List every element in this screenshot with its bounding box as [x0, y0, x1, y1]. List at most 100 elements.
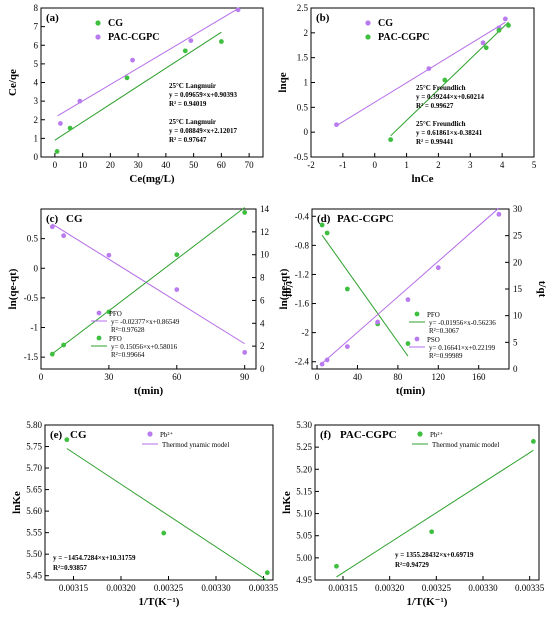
fit-annotation: y = −1454.7284×x+10.31759 [53, 554, 136, 562]
y-tick-label: -1.6 [295, 299, 310, 309]
x-tick-label: 0.00335 [515, 583, 545, 593]
data-point [483, 45, 489, 51]
x-tick-label: -2 [307, 160, 315, 170]
legend-label: PAC-CGPC [108, 32, 159, 43]
fit-annotation: y = 0.08849×x+2.12017 [169, 127, 237, 135]
y-tick-label: 0 [34, 152, 39, 162]
data-point [429, 529, 435, 535]
legend-label: y= -0.02377×x+0.86549 [111, 318, 180, 326]
x-tick-label: 40 [161, 160, 171, 170]
plot-frame [314, 424, 540, 581]
x-tick-label: 3 [468, 160, 473, 170]
fit-annotation: R² = 0.97647 [169, 136, 207, 144]
panel-title: CG [70, 429, 87, 441]
y2-tick-label: 0 [260, 364, 265, 374]
legend-label: y= 0.15056×x+0.58016 [111, 343, 178, 351]
x-tick-label: 30 [104, 372, 114, 382]
y-tick-label: 1 [34, 133, 39, 143]
legend-marker [365, 34, 371, 40]
data-point [242, 350, 248, 355]
data-point [344, 286, 350, 292]
data-point [235, 7, 241, 13]
y-tick-label: 5.10 [296, 509, 312, 519]
y2-tick-label: 20 [513, 257, 523, 267]
data-point [388, 137, 394, 143]
y-tick-label: 0 [304, 127, 309, 137]
data-point [442, 77, 448, 83]
data-point [496, 211, 502, 217]
x-tick-label: 80 [393, 372, 403, 382]
fit-annotation: y = 0.61861×x-0.38241 [416, 129, 483, 137]
legend-marker [414, 336, 420, 342]
x-axis-title: 1/T(K⁻¹) [139, 596, 180, 608]
panel-c: 0 30 60 90 -1.5 -1 -0.5 0 0.5 0 2 4 6 8 10 12 14 t(min) ln… [7, 204, 295, 397]
fit-line [57, 8, 239, 117]
fit-annotation: 25°C Langmuir [169, 118, 216, 126]
fit-line [321, 207, 500, 364]
legend-marker [95, 20, 101, 26]
y-tick-label: 5.20 [296, 464, 312, 474]
x-tick-label: 0.00320 [375, 583, 405, 593]
legend-label: PFO [109, 310, 122, 318]
y-tick-label: 1.5 [297, 53, 309, 63]
legend-label: PSO [427, 336, 440, 344]
fit-annotation: 25°C Freundlich [416, 84, 466, 92]
legend-marker [417, 431, 423, 437]
legend-label: R²=0.3067 [429, 327, 459, 335]
y2-tick-label: 14 [260, 204, 270, 214]
y-tick-label: 5.05 [296, 531, 312, 541]
x-tick-label: 0 [39, 372, 44, 382]
legend-label: CG [378, 18, 393, 29]
x-axis-title: 1/T(K⁻¹) [407, 596, 448, 608]
legend-label: R²=0.99989 [429, 352, 463, 360]
data-point [480, 40, 486, 46]
x-tick-label: 1 [404, 160, 409, 170]
y-tick-label: 1 [304, 78, 309, 88]
data-point [334, 122, 339, 128]
x-tick-label: 70 [245, 160, 255, 170]
panel-title: CG [66, 213, 83, 225]
data-point [405, 297, 411, 303]
data-point [506, 22, 511, 28]
y-tick-label: 4.95 [296, 575, 312, 585]
fit-annotation: 25°C Langmuir [169, 82, 216, 90]
x-tick-label: 50 [189, 160, 199, 170]
panel-label: (f) [320, 429, 331, 441]
y-axis-title: ln(qe-qt) [278, 268, 290, 309]
y2-tick-label: 5 [513, 337, 518, 347]
y-tick-label: 7 [34, 22, 39, 32]
data-point [502, 16, 508, 22]
data-point [174, 252, 180, 258]
y-tick-label: 5.45 [26, 571, 42, 581]
x-tick-label: 0.00315 [328, 583, 358, 593]
fit-annotation: R² = 0.94019 [169, 100, 207, 108]
y-tick-label: -1 [31, 323, 39, 333]
y2-tick-label: 6 [260, 295, 265, 305]
fit-annotation: R² = 0.99441 [416, 138, 454, 146]
y-tick-label: -0.4 [295, 211, 310, 221]
y2-axis-title: t/qt [283, 281, 295, 298]
data-point [375, 319, 381, 325]
legend-label: y= 0.16641×x+0.22199 [429, 344, 496, 352]
data-point [324, 357, 330, 363]
y2-tick-label: 4 [260, 318, 265, 328]
data-point [67, 125, 73, 131]
legend-label: Thermod ynamic model [162, 441, 229, 449]
y-axis-title: lnKe [281, 491, 293, 514]
x-tick-label: 0.00330 [201, 583, 231, 593]
data-point [344, 344, 350, 349]
data-point [174, 287, 180, 292]
x-tick-label: 60 [217, 160, 227, 170]
y-tick-label: 4 [34, 78, 39, 88]
data-point [61, 342, 67, 348]
data-point [49, 351, 55, 357]
x-tick-label: 90 [240, 372, 250, 382]
legend-marker [96, 335, 102, 341]
x-tick-label: 60 [172, 372, 182, 382]
fit-line [390, 21, 509, 137]
panel-label: (c) [46, 213, 59, 225]
x-tick-label: -1 [339, 160, 347, 170]
data-point [106, 309, 112, 315]
data-point [49, 224, 55, 230]
